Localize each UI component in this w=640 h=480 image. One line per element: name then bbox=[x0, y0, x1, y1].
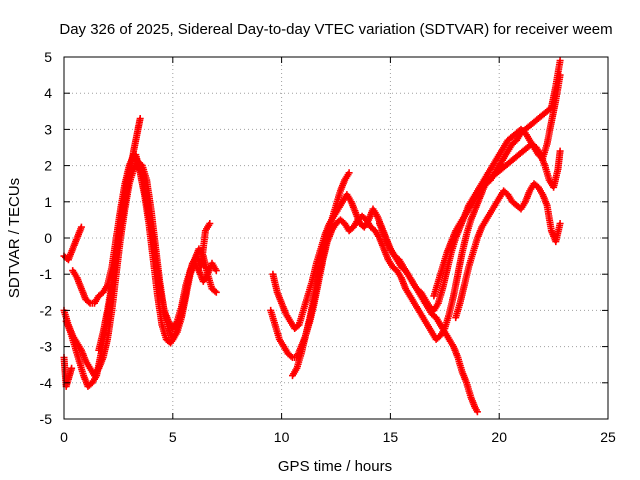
series-arc-12 bbox=[452, 180, 564, 322]
data-point-marker bbox=[206, 220, 214, 227]
series-arc-6 bbox=[95, 115, 144, 354]
series-arc-7 bbox=[267, 140, 564, 361]
y-tick-label: 3 bbox=[44, 121, 52, 137]
x-tick-label: 25 bbox=[600, 429, 616, 445]
y-tick-label: 0 bbox=[44, 230, 52, 246]
x-tick-label: 10 bbox=[274, 429, 290, 445]
data-point-marker bbox=[211, 287, 219, 295]
data-point-marker bbox=[556, 57, 564, 65]
x-axis-label: GPS time / hours bbox=[278, 458, 392, 475]
series-arc-3 bbox=[60, 158, 220, 380]
y-tick-label: 5 bbox=[44, 49, 52, 65]
data-series-group bbox=[60, 57, 564, 416]
data-point-marker bbox=[212, 267, 220, 275]
data-point-marker bbox=[287, 352, 295, 360]
x-tick-label: 0 bbox=[60, 429, 68, 445]
data-point-marker bbox=[136, 115, 144, 122]
series-arc-11 bbox=[430, 57, 564, 300]
data-point-marker bbox=[68, 364, 76, 372]
y-tick-label: -1 bbox=[40, 266, 53, 282]
x-tick-label: 15 bbox=[383, 429, 399, 445]
data-point-marker bbox=[212, 288, 220, 296]
x-tick-label: 5 bbox=[169, 429, 177, 445]
series-arc-10 bbox=[376, 220, 481, 416]
y-tick-label: 1 bbox=[44, 194, 52, 210]
data-point-marker bbox=[345, 169, 353, 177]
y-tick-label: 2 bbox=[44, 158, 52, 174]
x-tick-label: 20 bbox=[491, 429, 507, 445]
y-axis-label: SDTVAR / TECUs bbox=[6, 178, 23, 298]
series-arc-2 bbox=[60, 354, 76, 390]
data-point-marker bbox=[473, 408, 481, 416]
data-point-marker bbox=[556, 220, 564, 227]
axis-ticks: 0 5 10 15 20 25 -5 -4 -3 -2 -1 0 1 2 3 4 5 bbox=[40, 49, 616, 445]
y-tick-label: -2 bbox=[40, 302, 53, 318]
y-tick-label: 4 bbox=[44, 85, 52, 101]
y-tick-label: -3 bbox=[40, 339, 53, 355]
data-point-marker bbox=[85, 298, 93, 306]
series-arc-9 bbox=[289, 169, 353, 380]
y-tick-label: -4 bbox=[40, 375, 53, 391]
data-point-marker bbox=[77, 223, 85, 231]
grid-lines bbox=[64, 57, 608, 419]
y-tick-label: -5 bbox=[40, 411, 53, 427]
series-arc-1 bbox=[60, 223, 85, 264]
data-point-marker bbox=[556, 147, 564, 155]
chart-title: Day 326 of 2025, Sidereal Day-to-day VTE… bbox=[59, 21, 612, 38]
